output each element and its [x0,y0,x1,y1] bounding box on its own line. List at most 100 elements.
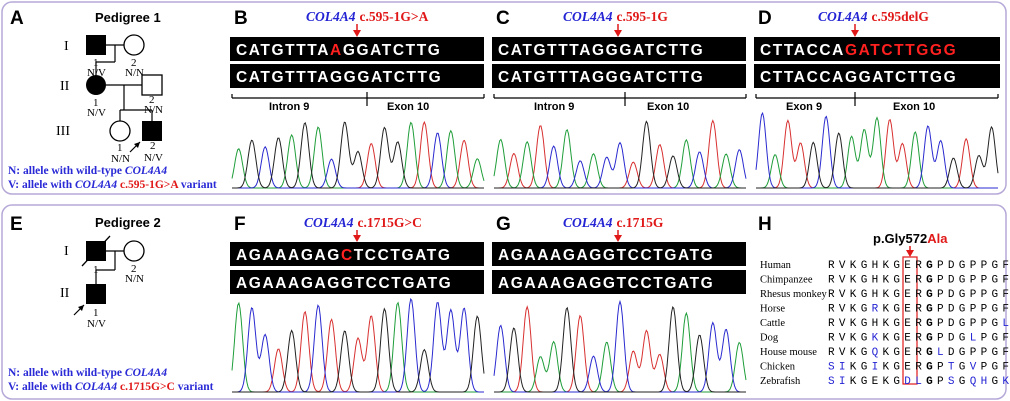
panel-c-region-right: Exon 10 [647,101,689,113]
chromatogram-trace [494,305,746,393]
alignment-residue: K [883,318,890,330]
pedigree1-III2-num: 2 [150,140,156,152]
alignment-residue: T [948,362,955,374]
alignment-residue: R [828,260,835,272]
alignment-residue: G [926,376,933,388]
alignment-residue: G [893,275,900,287]
alignment-residue: K [883,362,890,374]
alignment-residue: P [970,289,977,301]
alignment-residue: E [904,347,911,359]
pedigree1-legend-N: N: allele with wild-type COL4A4 [8,165,167,177]
alignment-residue: G [959,362,966,374]
chromatogram-trace [756,125,999,189]
alignment-residue: G [992,304,999,316]
panel-d-region-right: Exon 10 [893,101,935,113]
panel-c-seq-bottom: CATGTTTAGGGATCTTG [498,69,704,86]
pedigree2-I2-genotype: N/N [125,273,144,285]
alignment-residue: G [959,304,966,316]
panel-label-b: B [234,8,248,29]
alignment-residue: K [883,304,890,316]
alignment-residue: L [937,347,944,359]
pedigree1-II1-affected-female [86,75,106,95]
alignment-residue: D [948,333,955,345]
panel-b-seq-bottom-box [230,64,484,88]
alignment-residue: F [1002,362,1009,374]
alignment-residue: G [861,318,868,330]
pedigree2-II1-affected-male [86,284,106,304]
alignment-residue: R [828,318,835,330]
panel-label-d: D [758,8,772,29]
panel-g-seq-bottom: AGAAAGAGGTCCTGATG [498,275,714,292]
alignment-residue: E [904,333,911,345]
panel-d-seq-top-box [754,37,1000,61]
alignment-residue: G [959,347,966,359]
alignment-residue: G [992,333,999,345]
panel-label-h: H [758,214,772,235]
alignment-residue: G [861,333,868,345]
alignment-residue: E [904,260,911,272]
alignment-species-name: Zebrafish [760,376,801,387]
panel-d-seq-bottom: CTTACCAGGATCTTGG [760,69,957,86]
panel-h-highlight-box [902,256,918,385]
alignment-residue: V [839,304,846,316]
pedigree1-III1-genotype: N/N [111,153,130,165]
alignment-residue: G [861,362,868,374]
pedigree1-I2-genotype: N/N [125,67,144,79]
alignment-residue: P [981,260,988,272]
panel-d-seq-top: CTTACCAGATCTTGGG [760,42,957,59]
alignment-residue: E [904,318,911,330]
pedigree1-III1-unaffected-female [109,120,131,142]
alignment-residue: P [937,318,944,330]
alignment-residue: V [839,318,846,330]
alignment-residue: P [970,347,977,359]
chromatogram-trace [232,307,485,393]
pedigree1-gen-I: I [64,39,69,54]
alignment-residue: F [1002,304,1009,316]
pedigree1-I2-num: 2 [131,57,137,69]
alignment-residue: R [915,275,922,287]
chromatogram-trace [494,119,746,189]
panel-b-region-right: Exon 10 [387,101,429,113]
panel-c-title: COL4A4 c.595-1G [563,9,668,24]
alignment-residue: F [1002,275,1009,287]
panel-f-seq-top: AGAAAGAGCTCCTGATG [236,247,451,264]
alignment-residue: K [883,260,890,272]
pedigree2-proband-arrow [78,305,84,311]
panel-b-title: COL4A4 c.595-1G>A [306,9,429,24]
alignment-residue: F [1002,333,1009,345]
pedigree2-gen-II: II [60,286,70,301]
alignment-residue: K [850,260,857,272]
panel-d-region-left: Exon 9 [786,101,822,113]
panel-g-chromatogram [493,299,747,393]
alignment-residue: K [883,376,890,388]
pedigree2-gen-I: I [64,244,69,259]
panel-g-title: COL4A4 c.1715G [563,215,664,230]
alignment-residue: H [872,275,879,287]
alignment-residue: S [828,362,835,374]
panel-h-arrow [906,250,914,257]
pedigree2-I2-unaffected-female [123,240,145,262]
alignment-residue: R [915,333,922,345]
alignment-residue: P [981,333,988,345]
pedigree2-II1-num: 1 [93,307,99,319]
alignment-residue: P [981,304,988,316]
alignment-residue: K [850,318,857,330]
alignment-residue: K [1002,376,1009,388]
alignment-residue: K [850,362,857,374]
alignment-residue: G [926,260,933,272]
pedigree1-II2-num: 2 [149,94,155,106]
alignment-residue: P [937,333,944,345]
alignment-residue: G [861,289,868,301]
alignment-residue: L [915,376,922,388]
panel-c-seq-top: CATGTTTAGGGATCTTG [498,42,704,59]
alignment-species-name: Chicken [760,362,796,373]
alignment-residue: G [926,333,933,345]
panel-c-arrow [614,30,622,37]
alignment-residue: R [828,289,835,301]
alignment-residue: P [937,260,944,272]
alignment-residue: K [850,376,857,388]
alignment-residue: P [970,275,977,287]
panel-label-f: F [234,214,246,235]
pedigree1-title: Pedigree 1 [95,10,161,25]
alignment-residue: K [850,289,857,301]
